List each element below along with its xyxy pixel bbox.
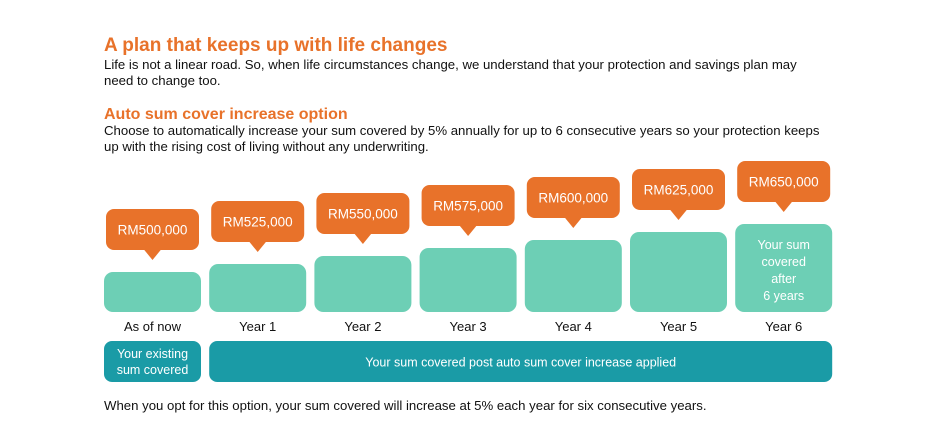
data-label-4: RM600,000: [538, 191, 608, 206]
tick-label-3: Year 3: [450, 319, 487, 334]
value-bubble-pointer-1: [248, 241, 267, 252]
data-label-5: RM625,000: [644, 183, 714, 198]
bar-5: [630, 232, 727, 312]
data-label-1: RM525,000: [223, 215, 293, 230]
value-bubble-4: [526, 177, 620, 218]
tick-label-6: Year 6: [765, 319, 802, 334]
band-label-1-0: Your sum covered post auto sum cover inc…: [365, 356, 676, 370]
footnote-text: When you opt for this option, your sum c…: [104, 398, 707, 413]
value-bubble-0: [106, 209, 199, 250]
page-title: A plan that keeps up with life changes: [104, 35, 448, 56]
value-bubble-3: [421, 185, 515, 226]
tick-label-5: Year 5: [660, 319, 697, 334]
value-bubble-pointer-0: [143, 249, 162, 260]
value-bubble-6: [737, 161, 831, 202]
bar-2: [314, 256, 412, 312]
value-bubble-5: [632, 169, 725, 210]
tick-label-2: Year 2: [344, 319, 381, 334]
bar-annotation-line-2: after: [771, 272, 796, 286]
value-bubble-pointer-2: [353, 233, 372, 244]
value-bubble-1: [211, 201, 305, 242]
band-0: [104, 341, 201, 382]
bar-3: [419, 248, 517, 312]
data-label-3: RM575,000: [433, 199, 503, 214]
tick-label-0: As of now: [124, 319, 182, 334]
value-bubble-pointer-4: [564, 217, 583, 228]
data-label-0: RM500,000: [118, 223, 188, 238]
band-label-0-1: sum covered: [117, 363, 189, 377]
tick-label-4: Year 4: [555, 319, 592, 334]
section-description: Choose to automatically increase your su…: [104, 123, 820, 154]
value-bubble-pointer-5: [669, 209, 688, 220]
bar-0: [104, 272, 201, 312]
bar-4: [524, 240, 622, 312]
value-bubble-2: [316, 193, 410, 234]
bar-6: [735, 224, 833, 312]
bar-annotation-line-1: covered: [761, 255, 806, 269]
value-bubble-pointer-3: [459, 225, 478, 236]
band-label-0-0: Your existing: [117, 347, 188, 361]
intro-text: Life is not a linear road. So, when life…: [104, 57, 797, 88]
bar-annotation-line-3: 6 years: [763, 289, 804, 303]
value-bubble-pointer-6: [774, 201, 793, 212]
band-1: [209, 341, 833, 382]
data-label-2: RM550,000: [328, 207, 398, 222]
bar-1: [209, 264, 307, 312]
tick-label-1: Year 1: [239, 319, 276, 334]
data-label-6: RM650,000: [749, 175, 819, 190]
bar-annotation-line-0: Your sum: [758, 238, 810, 252]
section-title: Auto sum cover increase option: [104, 106, 348, 123]
